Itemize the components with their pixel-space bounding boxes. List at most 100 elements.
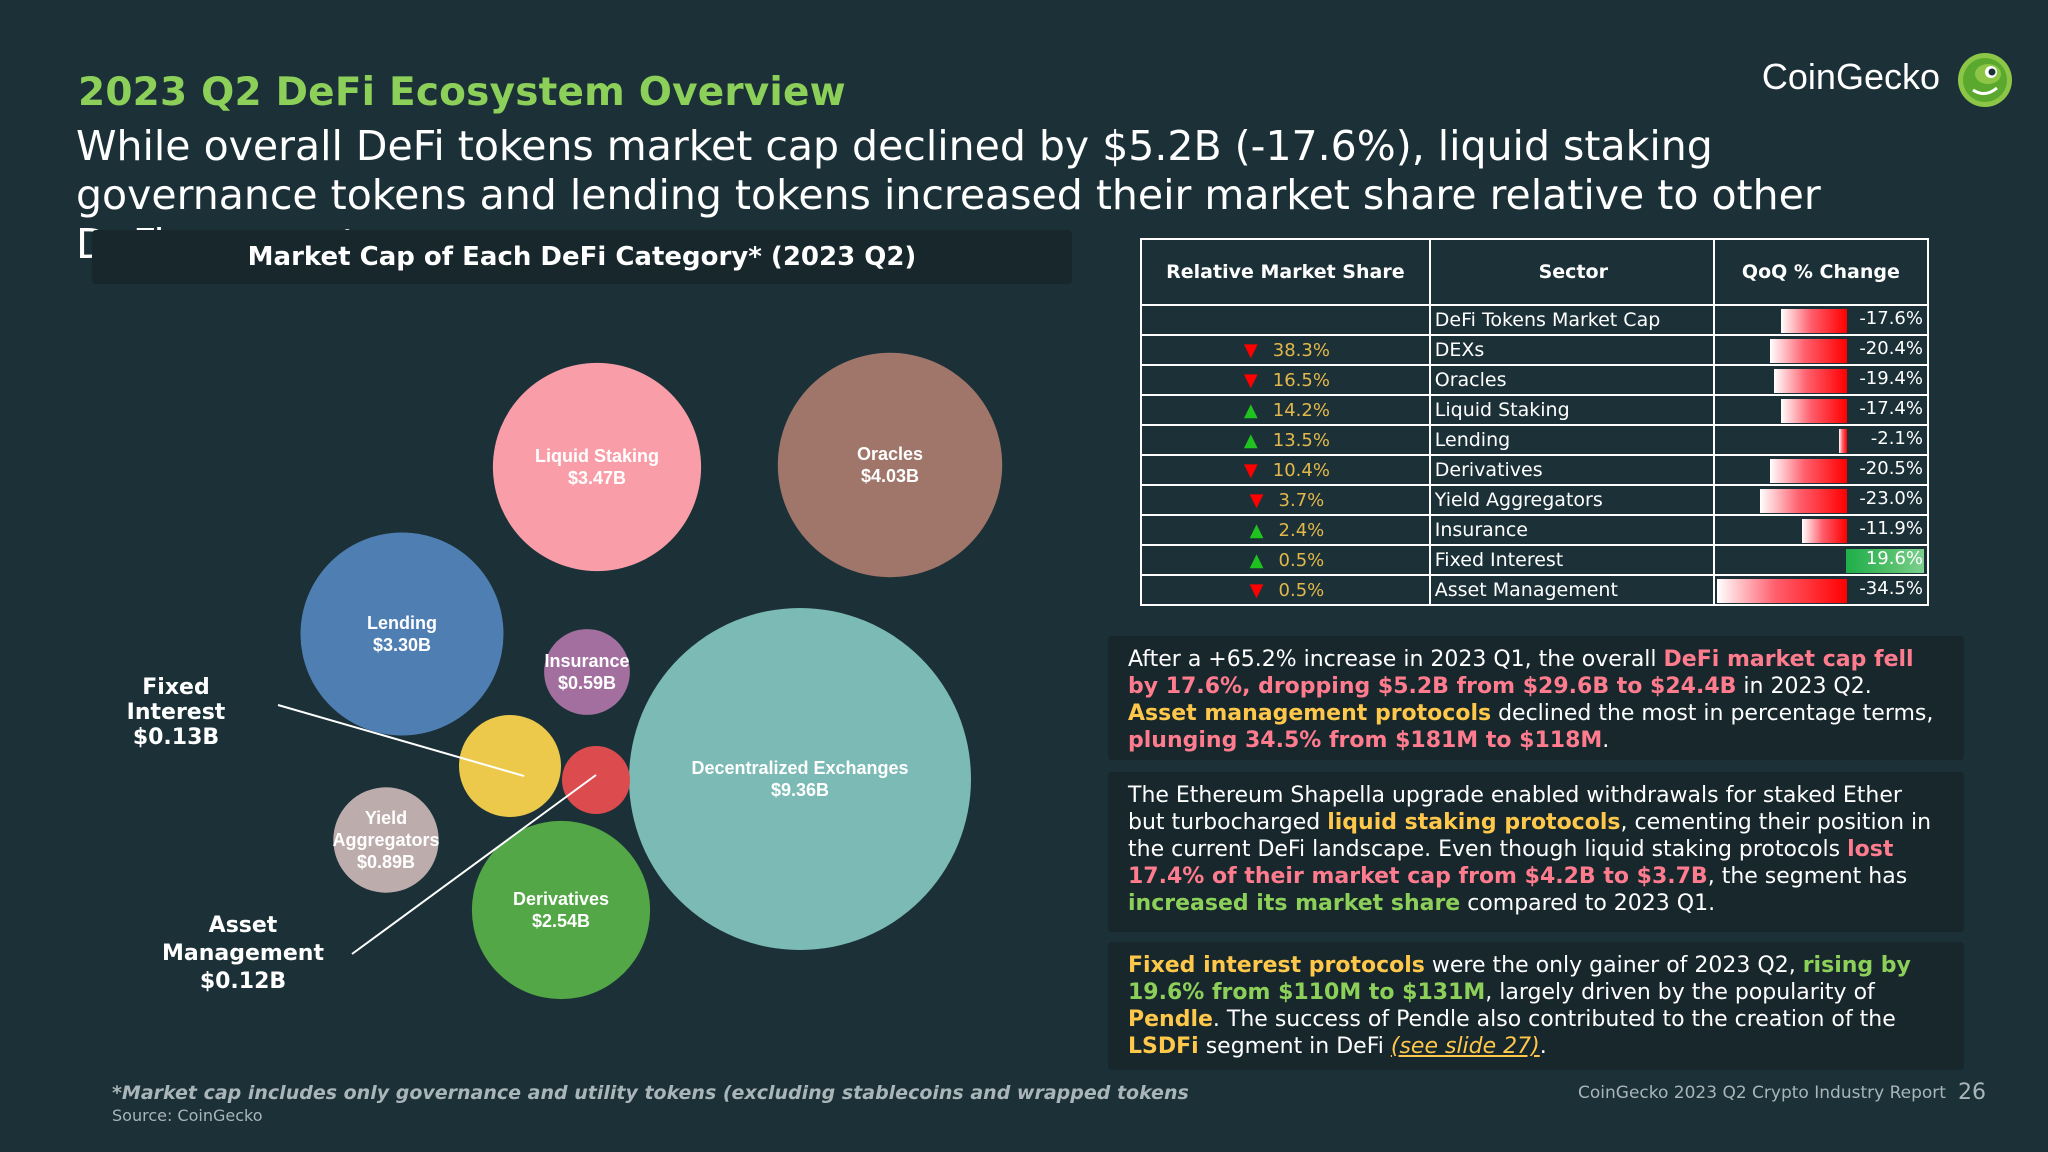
qoq-change-bar [1839,429,1847,453]
bubble-label-lending: $3.30B [373,635,431,655]
market-share-cell: ▼ 38.3% [1140,334,1431,366]
callout-value: $0.12B [199,969,287,994]
qoq-change-bar [1774,369,1847,393]
table-row: ▲ 13.5% Lending -2.1% [1140,424,1930,456]
qoq-change-value: 19.6% [1865,548,1923,569]
bubble-label-yield-aggregators: $0.89B [357,852,415,872]
insight-text: , the segment has [1707,864,1908,889]
insight-text: declined the most in percentage terms, [1491,701,1934,726]
market-share-value: 13.5% [1272,429,1330,451]
qoq-change-cell: 19.6% [1712,544,1930,576]
market-share-cell: ▼ 16.5% [1140,364,1431,396]
insight-text: , largely driven by the popularity of [1485,980,1875,1005]
qoq-change-value: -17.4% [1859,398,1923,419]
header-qoq-change: QoQ % Change [1712,238,1930,306]
market-share-value: 14.2% [1272,399,1330,421]
brand-name: CoinGecko [1761,56,1940,97]
insight-text: . [1539,1034,1547,1059]
market-share-cell: ▼ 3.7% [1140,484,1431,516]
bubble-asset-management [562,746,630,814]
insight-text: segment in DeFi [1198,1034,1391,1059]
market-share-cell: ▲ 2.4% [1140,514,1431,546]
bubble-label-liquid-staking: Liquid Staking [535,446,659,466]
insight-highlight: increased its market share [1128,891,1461,916]
table-row: ▲ 2.4% Insurance -11.9% [1140,514,1930,546]
market-share-value: 2.4% [1278,519,1325,541]
gecko-logo-icon [1958,53,2012,107]
sector-cell: Fixed Interest [1428,544,1715,576]
sector-cell: Liquid Staking [1428,394,1715,426]
fixed-interest-callout: Fixed Interest $0.13B [96,675,256,750]
qoq-change-bar [1770,339,1847,363]
bubble-chart: Decentralized Exchanges$9.36B Oracles$4.0… [277,352,1003,1000]
insight-text: in 2023 Q2. [1736,674,1872,699]
insight-text: compared to 2023 Q1. [1460,891,1716,916]
market-share-cell: ▲ 14.2% [1140,394,1431,426]
header-sector: Sector [1428,238,1715,306]
bubble-oracles [777,352,1003,578]
see-slide-27-link[interactable]: (see slide 27) [1390,1034,1540,1059]
bubble-label-oracles: Oracles [857,444,923,464]
qoq-change-value: -2.1% [1870,428,1923,449]
down-triangle-icon: ▼ [1243,369,1258,391]
qoq-change-bar [1845,549,1924,573]
asset-management-callout: Asset Management $0.12B [158,912,328,996]
insight-highlight: Asset management protocols [1128,701,1492,726]
table-row: ▲ 14.2% Liquid Staking -17.4% [1140,394,1930,426]
bubble-liquid-staking [492,362,702,572]
market-share-value: 0.5% [1278,579,1325,601]
qoq-change-bar [1781,309,1847,333]
table-row: ▼ 3.7% Yield Aggregators -23.0% [1140,484,1930,516]
callout-name: Fixed Interest [126,675,226,725]
bubble-label-liquid-staking: $3.47B [568,468,626,488]
qoq-change-bar [1770,459,1847,483]
sector-cell: Oracles [1428,364,1715,396]
qoq-change-value: -19.4% [1859,368,1923,389]
sector-cell: Yield Aggregators [1428,484,1715,516]
market-share-value: 38.3% [1272,339,1330,361]
table-row: ▼ 16.5% Oracles -19.4% [1140,364,1930,396]
bubble-label-lending: Lending [367,613,437,633]
market-share-value: 0.5% [1278,549,1325,571]
insight-text: After a +65.2% increase in 2023 Q1, the … [1128,647,1664,672]
market-share-cell: ▼ 10.4% [1140,454,1431,486]
qoq-change-value: -20.5% [1859,458,1923,479]
insight-box-fixed-interest: Fixed interest protocols were the only g… [1108,942,1964,1070]
footnote: *Market cap includes only governance and… [112,1082,1189,1104]
chart-title: Market Cap of Each DeFi Category* (2023 … [247,242,917,272]
market-share-cell: ▼ 0.5% [1140,574,1431,606]
qoq-change-cell: -17.4% [1712,394,1930,426]
market-share-value: 16.5% [1272,369,1330,391]
qoq-change-value: -23.0% [1859,488,1923,509]
chart-title-box: Market Cap of Each DeFi Category* (2023 … [92,230,1072,284]
bubble-label-dex: $9.36B [771,780,829,800]
qoq-change-bar [1802,519,1847,543]
down-triangle-icon: ▼ [1249,579,1264,601]
up-triangle-icon: ▲ [1243,399,1258,421]
source-note: Source: CoinGecko [112,1106,263,1125]
market-share-cell: ▲ 13.5% [1140,424,1431,456]
market-share-value: 3.7% [1278,489,1325,511]
insight-highlight: plunging 34.5% from $181M to $118M [1128,728,1603,753]
sector-cell: Asset Management [1428,574,1715,606]
insight-highlight: Pendle [1128,1007,1213,1032]
qoq-change-cell: -11.9% [1712,514,1930,546]
insight-text: . [1602,728,1610,753]
market-share-value: 10.4% [1272,459,1330,481]
qoq-change-cell: -20.4% [1712,334,1930,366]
qoq-change-bar [1717,579,1847,603]
bubble-label-derivatives: Derivatives [513,889,609,909]
sector-cell: Lending [1428,424,1715,456]
up-triangle-icon: ▲ [1249,549,1264,571]
market-share-cell: ▲ 0.5% [1140,544,1431,576]
down-triangle-icon: ▼ [1243,459,1258,481]
insight-highlight: LSDFi [1128,1034,1199,1059]
bubble-label-yield-aggregators: Yield [365,808,407,828]
slide-title: While overall DeFi tokens market cap dec… [76,122,1821,268]
qoq-change-bar [1781,399,1847,423]
insight-highlight: Fixed interest protocols [1128,953,1425,978]
bubble-label-dex: Decentralized Exchanges [691,758,908,778]
qoq-change-value: -34.5% [1859,578,1923,599]
sector-cell: Insurance [1428,514,1715,546]
callout-name-line2: Management [162,941,324,966]
